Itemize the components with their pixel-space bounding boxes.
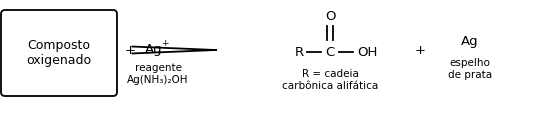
Text: OH: OH: [357, 45, 377, 58]
Text: +: +: [162, 38, 169, 48]
Text: +: +: [125, 44, 136, 57]
Text: de prata: de prata: [448, 70, 492, 80]
Text: espelho: espelho: [449, 58, 491, 68]
Text: Ag: Ag: [145, 44, 163, 57]
Text: +: +: [415, 44, 425, 57]
Text: Ag(NH₃)₂OH: Ag(NH₃)₂OH: [127, 75, 189, 85]
Text: carbônica alifática: carbônica alifática: [282, 81, 378, 91]
Text: C: C: [325, 45, 334, 58]
Text: O: O: [325, 11, 335, 23]
FancyBboxPatch shape: [1, 10, 117, 96]
Text: R: R: [294, 45, 304, 58]
Text: Ag: Ag: [461, 35, 479, 49]
Text: reagente: reagente: [134, 63, 182, 73]
Text: R = cadeia: R = cadeia: [301, 69, 358, 79]
Text: Composto
oxigenado: Composto oxigenado: [27, 39, 92, 67]
